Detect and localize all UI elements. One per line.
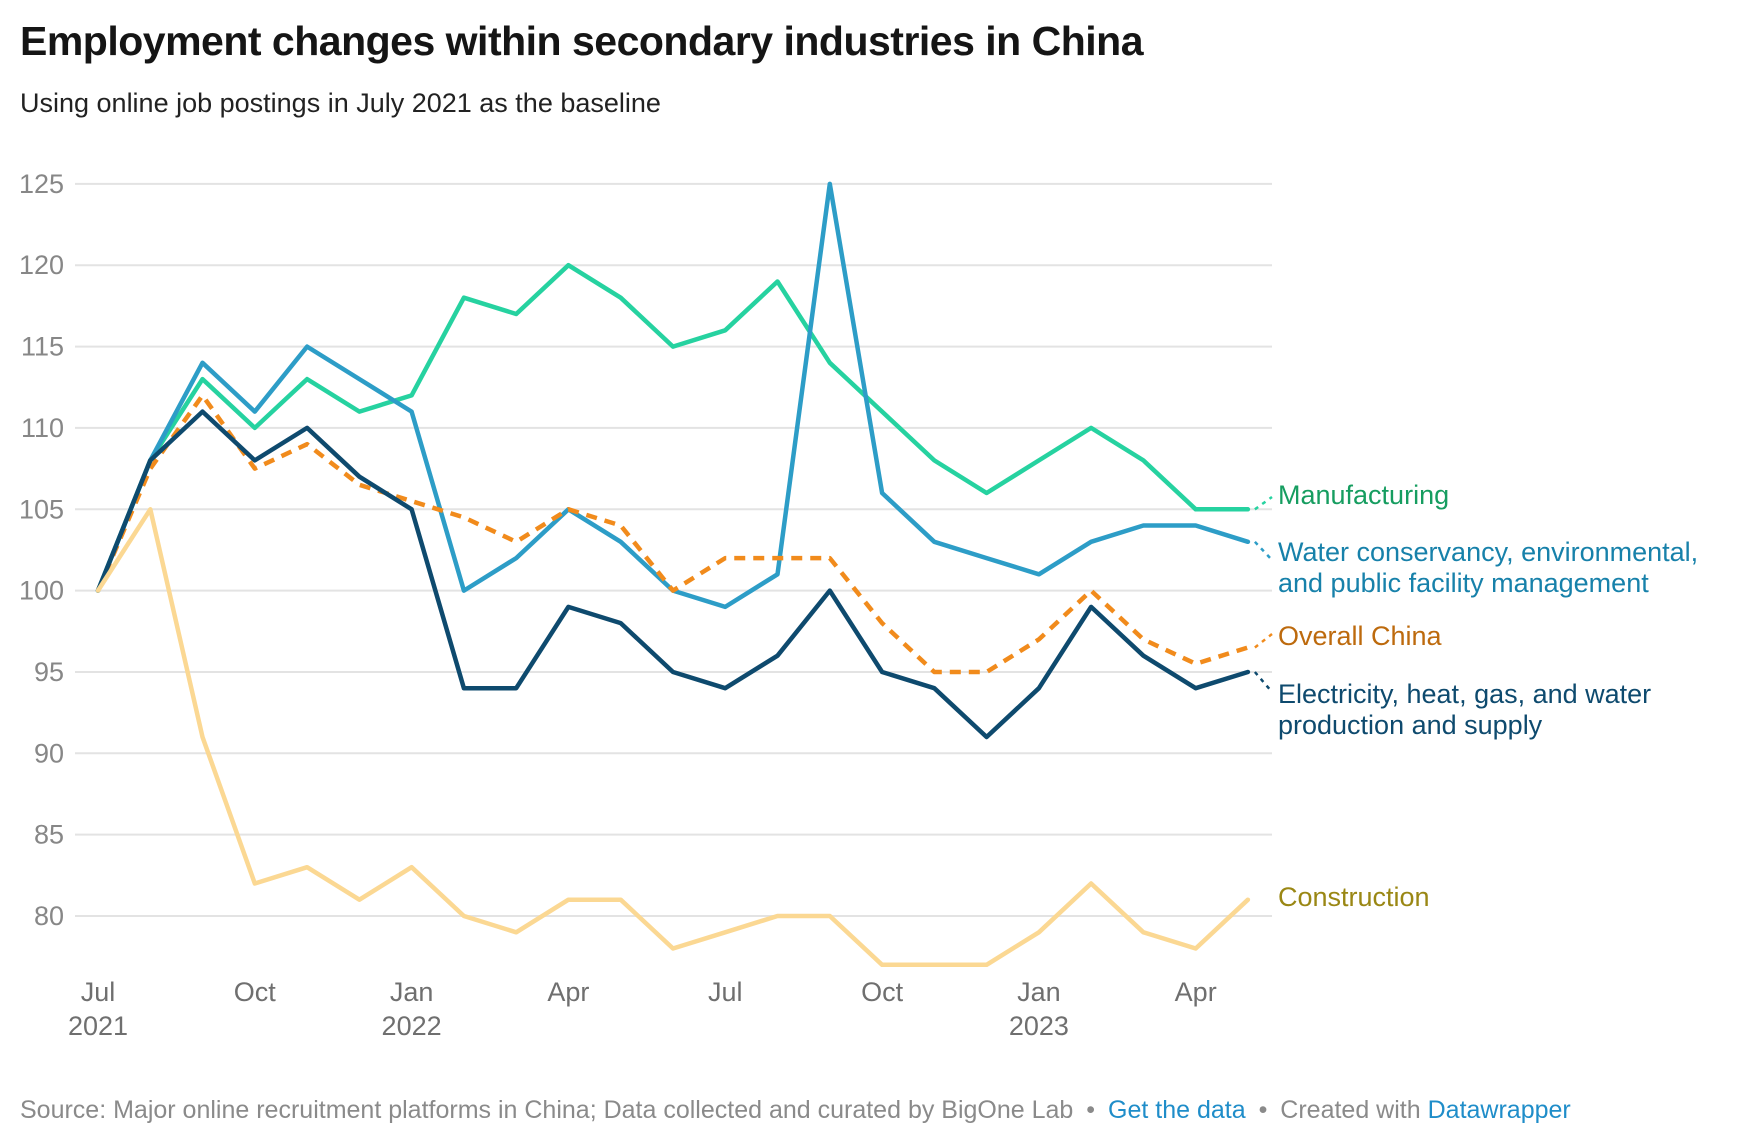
label-connector-0	[1254, 495, 1273, 511]
y-tick-label-85: 85	[34, 820, 64, 850]
y-tick-label-120: 120	[19, 250, 64, 280]
legend-label-construction: Construction	[1278, 882, 1430, 912]
y-tick-label-110: 110	[21, 413, 64, 443]
x-tick-label-2022: 2022	[382, 1011, 442, 1041]
series-line-2	[95, 393, 1249, 675]
x-tick-label-apr: Apr	[547, 977, 589, 1007]
y-tick-label-105: 105	[19, 494, 64, 524]
label-connector-2	[1254, 633, 1273, 649]
label-connector-1	[1253, 540, 1273, 561]
x-tick-label-oct: Oct	[861, 977, 904, 1007]
series-line-3	[95, 409, 1251, 740]
footer-separator-1: •	[1086, 1096, 1096, 1124]
footer: Source: Major online recruitment platfor…	[20, 1096, 1736, 1125]
x-tick-label-apr: Apr	[1175, 977, 1217, 1007]
datawrapper-link[interactable]: Datawrapper	[1427, 1096, 1571, 1124]
footer-separator-2: •	[1258, 1096, 1268, 1124]
legend-label-water-conservancy: Water conservancy, environmental, and pu…	[1278, 537, 1699, 598]
series-line-4	[95, 507, 1251, 968]
series-line-1	[95, 181, 1251, 610]
x-tick-label-jan: Jan	[390, 977, 434, 1007]
chart-title: Employment changes within secondary indu…	[20, 18, 1144, 64]
x-tick-label-jan: Jan	[1017, 977, 1061, 1007]
y-tick-label-100: 100	[19, 576, 64, 606]
created-with-text: Created with	[1280, 1096, 1421, 1124]
chart-subtitle: Using online job postings in July 2021 a…	[20, 88, 661, 118]
x-tick-label-jul: Jul	[81, 977, 116, 1007]
y-tick-label-90: 90	[34, 738, 64, 768]
label-connector-3	[1253, 671, 1273, 693]
legend-label-manufacturing: Manufacturing	[1278, 480, 1450, 510]
y-tick-label-115: 115	[21, 332, 64, 362]
series-line-0	[95, 262, 1251, 593]
x-tick-label-2023: 2023	[1009, 1011, 1069, 1041]
x-tick-label-2021: 2021	[68, 1011, 128, 1041]
source-text: Source: Major online recruitment platfor…	[20, 1096, 1074, 1124]
x-tick-label-oct: Oct	[234, 977, 277, 1007]
legend-label-electricity: Electricity, heat, gas, and water produc…	[1278, 679, 1652, 740]
x-tick-label-jul: Jul	[708, 977, 743, 1007]
y-tick-label-95: 95	[34, 657, 64, 687]
legend-label-overall-china: Overall China	[1278, 621, 1442, 651]
y-tick-label-125: 125	[19, 169, 64, 199]
y-tick-label-80: 80	[34, 901, 64, 931]
get-the-data-link[interactable]: Get the data	[1108, 1096, 1246, 1124]
